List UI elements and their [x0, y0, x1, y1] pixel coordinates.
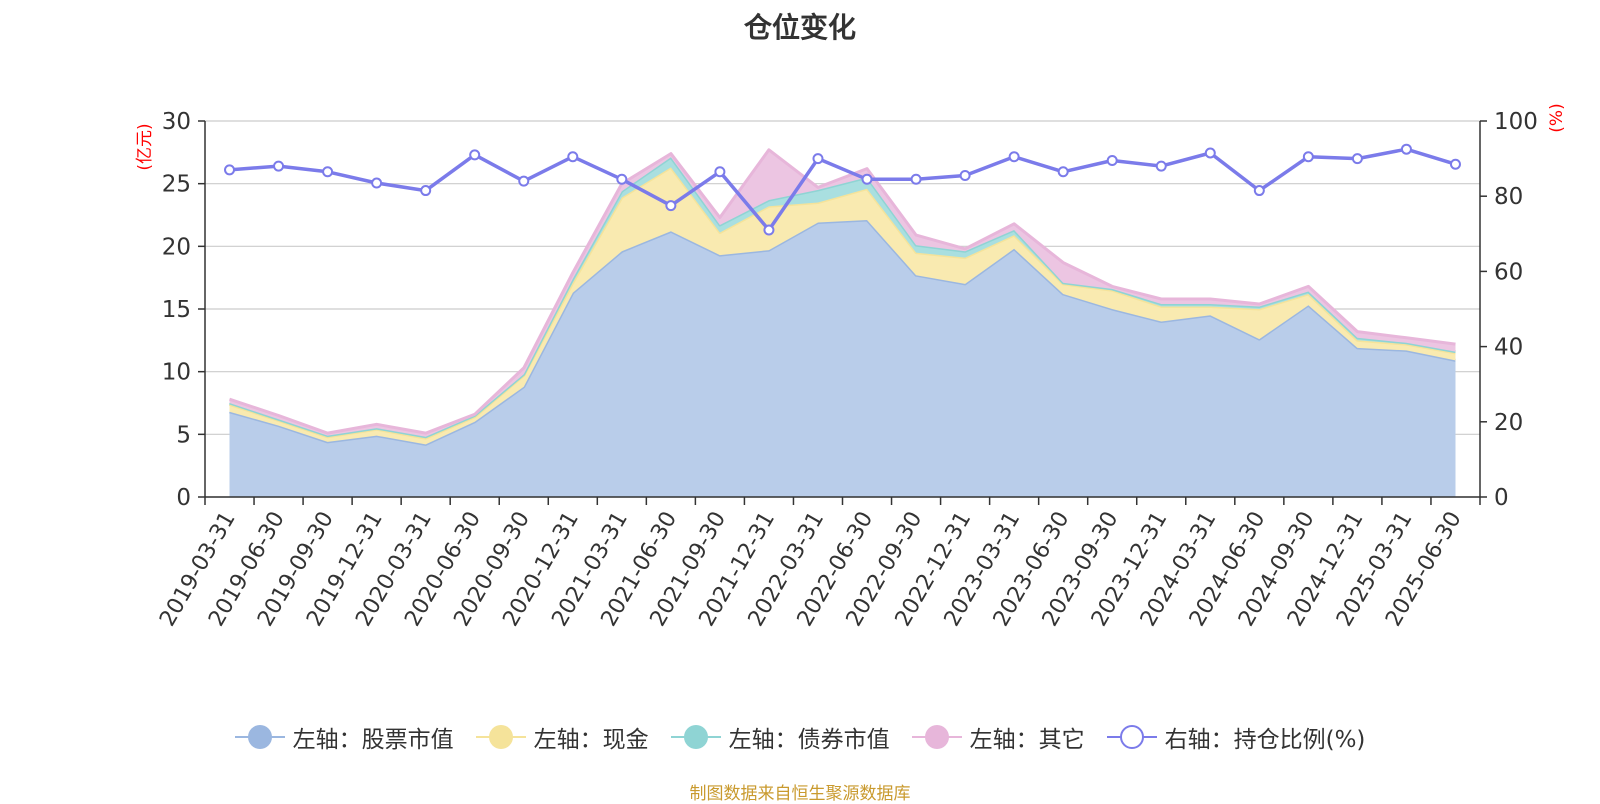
legend-label: 左轴：其它: [969, 727, 1085, 753]
legend-swatch-dot: [488, 725, 513, 749]
ratio-point: [567, 151, 579, 163]
right-tick-label: 20: [1494, 410, 1523, 436]
ratio-point: [665, 200, 677, 212]
legend-swatch-dot: [247, 725, 272, 749]
legend-item-5[interactable]: 右轴：持仓比例(%): [1106, 720, 1366, 754]
left-tick-label: 30: [162, 109, 191, 135]
legend-swatch: [911, 724, 962, 750]
left-axis-unit: (亿元): [135, 123, 155, 170]
legend-item-3[interactable]: 左轴：债券市值: [670, 720, 890, 754]
ratio-point: [763, 224, 775, 236]
right-tick-label: 100: [1494, 109, 1538, 135]
legend: 左轴：股票市值 左轴：现金 左轴：债券市值 左轴：其它 右轴：持仓比例(%): [0, 720, 1600, 754]
ratio-point: [959, 170, 971, 182]
chart-title: 仓位变化: [743, 11, 856, 44]
ratio-point: [812, 153, 824, 165]
ratio-point: [1449, 158, 1461, 170]
right-tick-label: 40: [1494, 335, 1523, 361]
legend-swatch: [1106, 724, 1157, 750]
ratio-point: [1057, 166, 1069, 178]
position-change-chart: 051015202530020406080100(亿元)(%)2019-03-3…: [135, 103, 1567, 630]
ratio-point: [1008, 151, 1020, 163]
legend-swatch-dot: [924, 725, 949, 749]
left-tick-label: 0: [176, 485, 191, 511]
legend-label: 左轴：股票市值: [292, 727, 454, 753]
ratio-point: [224, 164, 236, 176]
ratio-line: [224, 143, 1461, 236]
ratio-point: [861, 173, 873, 185]
ratio-point: [1351, 153, 1363, 165]
left-tick-label: 10: [162, 360, 191, 386]
legend-swatch: [475, 724, 526, 750]
legend-swatch: [670, 724, 721, 750]
legend-item-2[interactable]: 左轴：现金: [475, 720, 649, 754]
ratio-point: [1204, 147, 1216, 159]
legend-label: 左轴：现金: [533, 727, 649, 753]
area-line-4: [229, 148, 1456, 435]
right-tick-label: 80: [1494, 184, 1523, 210]
stacked-areas: [229, 148, 1456, 497]
ratio-point: [322, 166, 334, 178]
ratio-line-path: [229, 147, 1457, 232]
ratio-point: [1106, 154, 1118, 166]
legend-item-4[interactable]: 左轴：其它: [911, 720, 1085, 754]
legend-swatch-dot: [1119, 725, 1144, 749]
ratio-point: [1400, 143, 1412, 155]
ratio-point: [371, 177, 383, 189]
ratio-point: [469, 149, 481, 161]
left-tick-label: 25: [162, 172, 191, 198]
ratio-point: [273, 160, 285, 172]
left-tick-label: 15: [162, 297, 191, 323]
left-tick-label: 20: [162, 234, 191, 260]
right-tick-label: 0: [1494, 485, 1509, 511]
ratio-point: [1155, 160, 1167, 172]
ratio-point: [1302, 151, 1314, 163]
ratio-point: [616, 173, 628, 185]
right-tick-label: 60: [1494, 259, 1523, 285]
legend-label: 右轴：持仓比例(%): [1164, 727, 1366, 753]
ratio-point: [910, 173, 922, 185]
ratio-point: [420, 185, 432, 197]
area-1: [229, 220, 1456, 497]
data-source-note: 制图数据来自恒生聚源数据库: [689, 784, 911, 804]
legend-item-1[interactable]: 左轴：股票市值: [234, 720, 454, 754]
ratio-point: [518, 175, 530, 187]
right-axis-unit: (%): [1547, 103, 1567, 132]
ratio-point: [1253, 185, 1265, 197]
ratio-point: [714, 166, 726, 178]
legend-swatch-dot: [683, 725, 708, 749]
legend-label: 左轴：债券市值: [728, 727, 890, 753]
left-tick-label: 5: [176, 422, 191, 448]
legend-swatch: [234, 724, 285, 750]
